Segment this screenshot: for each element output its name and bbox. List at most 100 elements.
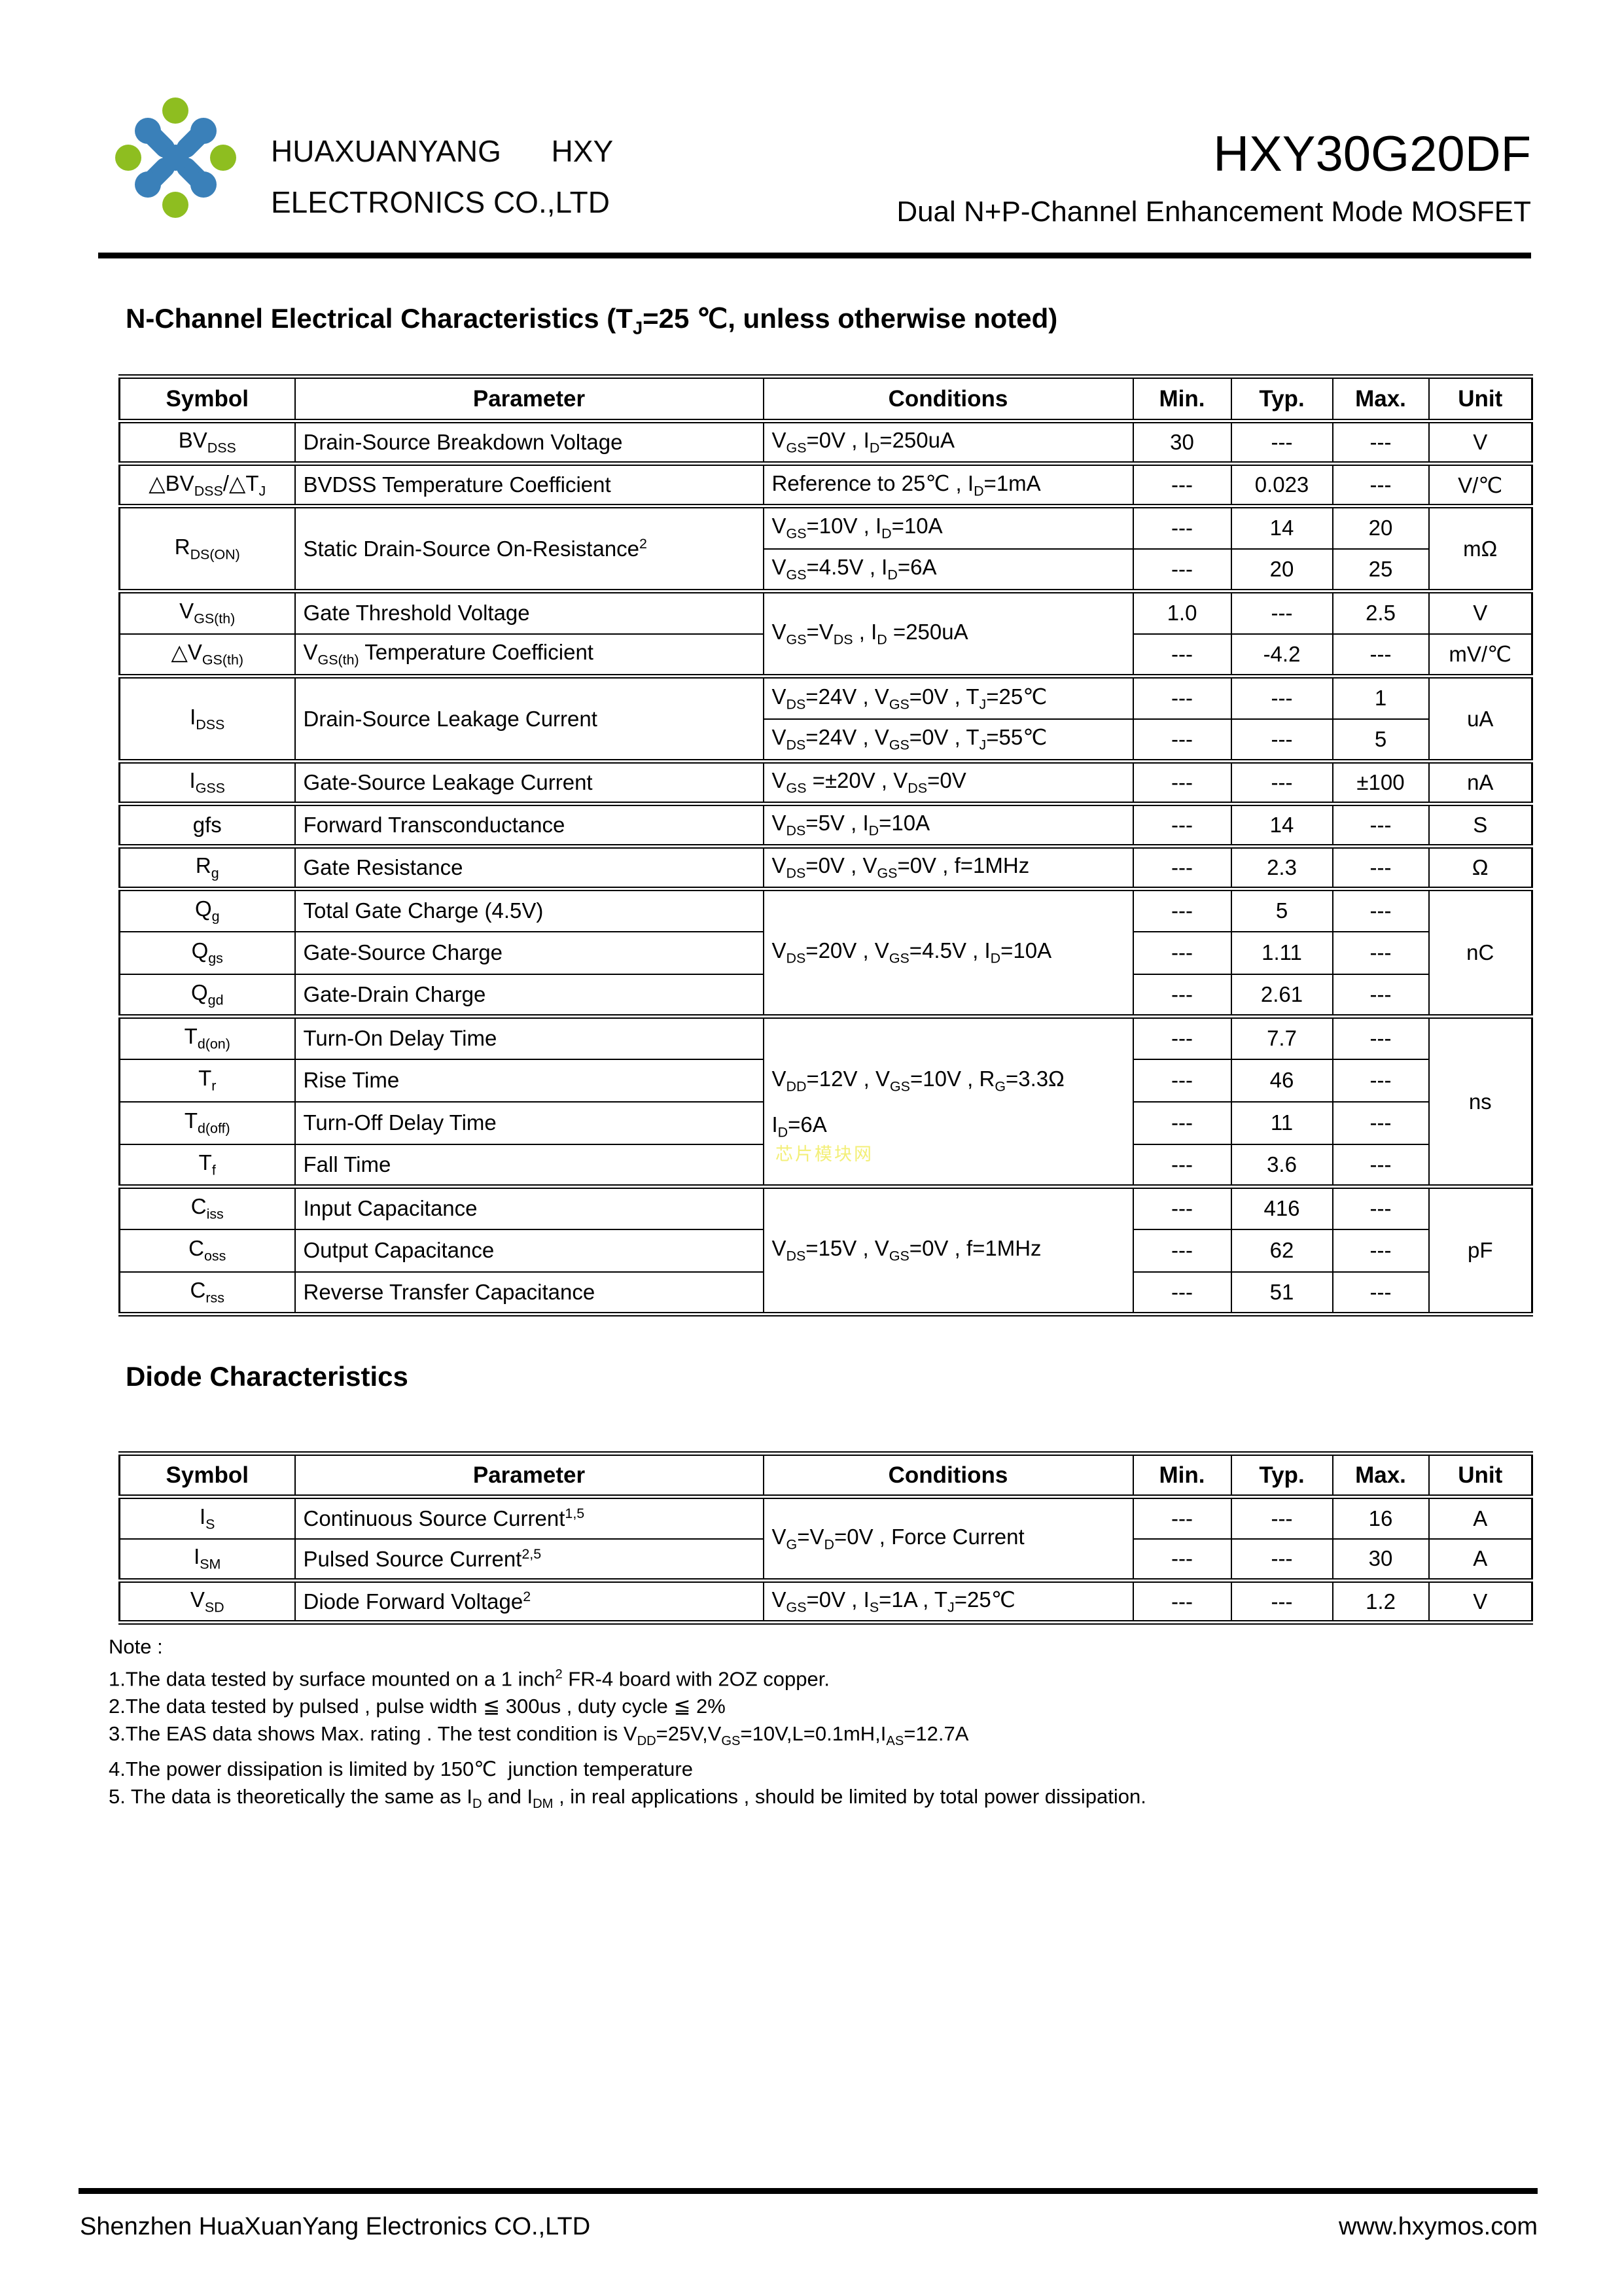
cell-symbol: Ciss (118, 1184, 296, 1230)
header-rule (98, 253, 1531, 258)
part-number: HXY30G20DF (1213, 126, 1531, 182)
cell-typ: 14 (1230, 504, 1333, 550)
cell-max: 5 (1332, 718, 1430, 762)
cell-unit: A (1428, 1538, 1533, 1581)
table-row: Rg Gate Resistance VDS=0V , VGS=0V , f=1… (118, 844, 1533, 890)
cell-min: --- (1132, 1271, 1232, 1315)
cell-parameter: Fall Time (294, 1143, 764, 1188)
nch-characteristics-table: Symbol Parameter Conditions Min. Typ. Ma… (118, 374, 1533, 1316)
cell-min: --- (1132, 1228, 1232, 1273)
cell-parameter: Turn-Off Delay Time (294, 1101, 764, 1145)
cell-conditions: VGS=10V , ID=10A (762, 504, 1134, 550)
cell-max: --- (1332, 930, 1430, 975)
table-row: IS Continuous Source Current1,5 VG=VD=0V… (118, 1496, 1533, 1581)
cell-parameter: BVDSS Temperature Coefficient (294, 461, 764, 507)
cell-parameter: Gate-Source Charge (294, 930, 764, 975)
cell-symbol: RDS(ON) (118, 504, 296, 592)
table-row: VSD Diode Forward Voltage2 VGS=0V , IS=1… (118, 1578, 1533, 1623)
cell-min: 1.0 (1132, 589, 1232, 635)
table-row: VDS=24V , VGS=0V , TJ=55℃ --- --- 5 (120, 718, 1532, 762)
cell-min: --- (1132, 1014, 1232, 1060)
cell-max: 2.5 (1332, 589, 1430, 635)
cell-symbol: BVDSS (118, 419, 296, 465)
cell-max: --- (1332, 802, 1430, 847)
cell-max: --- (1332, 419, 1430, 465)
cell-min: --- (1132, 461, 1232, 507)
table-row: Td(off) Turn-Off Delay Time --- 11 --- (118, 1101, 1532, 1145)
column-header-symbol: Symbol (118, 376, 296, 423)
cell-typ: 20 (1230, 548, 1333, 592)
table-row: VGS=4.5V , ID=6A --- 20 25 (120, 548, 1532, 592)
cell-max: 1 (1332, 674, 1430, 720)
cell-max: --- (1332, 973, 1430, 1017)
cell-conditions: VDS=0V , VGS=0V , f=1MHz (762, 844, 1134, 890)
cell-unit: A (1428, 1496, 1533, 1540)
cell-parameter: Pulsed Source Current2,5 (294, 1538, 764, 1581)
cell-max: --- (1332, 1184, 1430, 1230)
cell-max: ±100 (1332, 759, 1430, 805)
table-row: Coss Output Capacitance --- 62 --- (118, 1228, 1532, 1273)
notes-block: Note : 1.The data tested by surface moun… (109, 1633, 1146, 1818)
cell-min: --- (1132, 718, 1232, 762)
table-row: VGS(th) Gate Threshold Voltage VGS=VDS ,… (118, 589, 1533, 677)
table-row: gfs Forward Transconductance VDS=5V , ID… (118, 802, 1533, 847)
cell-typ: 11 (1230, 1101, 1333, 1145)
cell-max: --- (1332, 1228, 1430, 1273)
table-row: IGSS Gate-Source Leakage Current VGS =±2… (118, 759, 1533, 805)
column-header-max: Max. (1332, 1453, 1430, 1499)
cell-parameter: Gate Threshold Voltage (294, 589, 764, 635)
table-row: Tr Rise Time --- 46 --- (118, 1058, 1532, 1103)
cell-symbol: Td(on) (118, 1014, 296, 1060)
cell-min: --- (1132, 844, 1232, 890)
cell-unit: V (1428, 1578, 1533, 1623)
cell-typ: --- (1230, 759, 1333, 805)
cell-unit: mΩ (1428, 504, 1533, 592)
cell-parameter: Rise Time (294, 1058, 764, 1103)
table-row: Qgd Gate-Drain Charge --- 2.61 --- (118, 973, 1532, 1017)
cell-typ: --- (1230, 1578, 1333, 1623)
cell-unit: Ω (1428, 844, 1533, 890)
cell-max: 20 (1332, 504, 1430, 550)
company-name-line1: HUAXUANYANG HXY (271, 134, 614, 168)
table-row: △BVDSS/△TJ BVDSS Temperature Coefficient… (118, 461, 1533, 507)
cell-symbol: IGSS (118, 759, 296, 805)
cell-unit: mV/℃ (1428, 633, 1533, 677)
cell-min: --- (1132, 1184, 1232, 1230)
cell-max: --- (1332, 887, 1430, 932)
footer-website: www.hxymos.com (1338, 2213, 1538, 2240)
company-logo-icon (115, 97, 236, 218)
column-header-unit: Unit (1428, 376, 1533, 423)
cell-symbol: Td(off) (118, 1101, 296, 1145)
cell-typ: 62 (1230, 1228, 1333, 1273)
cell-typ: 5 (1230, 887, 1333, 932)
cell-parameter: Drain-Source Leakage Current (294, 674, 764, 762)
cell-min: --- (1132, 1143, 1232, 1188)
cell-parameter: Continuous Source Current1,5 (294, 1496, 764, 1540)
cell-symbol: △BVDSS/△TJ (118, 461, 296, 507)
cell-max: --- (1332, 1101, 1430, 1145)
cell-unit: ns (1428, 1014, 1533, 1188)
cell-typ: --- (1230, 589, 1333, 635)
table-row: Ciss Input Capacitance VDS=15V , VGS=0V … (118, 1184, 1533, 1315)
cell-min: --- (1132, 1578, 1232, 1623)
cell-parameter: Total Gate Charge (4.5V) (294, 887, 764, 932)
part-subtitle: Dual N+P-Channel Enhancement Mode MOSFET (896, 196, 1531, 228)
cell-typ: 46 (1230, 1058, 1333, 1103)
table-row: Qg Total Gate Charge (4.5V) VDS=20V , VG… (118, 887, 1533, 1017)
cell-min: --- (1132, 1058, 1232, 1103)
cell-parameter: Drain-Source Breakdown Voltage (294, 419, 764, 465)
cell-symbol: VGS(th) (118, 589, 296, 635)
table-row: IDSS Drain-Source Leakage Current VDS=24… (118, 674, 1533, 762)
table-row: BVDSS Drain-Source Breakdown Voltage VGS… (118, 419, 1533, 465)
table-row: Qgs Gate-Source Charge --- 1.11 --- (118, 930, 1532, 975)
cell-min: 30 (1132, 419, 1232, 465)
cell-unit: V (1428, 419, 1533, 465)
column-header-parameter: Parameter (294, 1453, 764, 1499)
company-name-line2: ELECTRONICS CO.,LTD (271, 185, 610, 219)
cell-symbol: gfs (118, 802, 296, 847)
cell-parameter: Input Capacitance (294, 1184, 764, 1230)
cell-min: --- (1132, 802, 1232, 847)
cell-typ: --- (1230, 674, 1333, 720)
nch-section-title: N-Channel Electrical Characteristics (TJ… (126, 303, 1058, 338)
cell-typ: 416 (1230, 1184, 1333, 1230)
